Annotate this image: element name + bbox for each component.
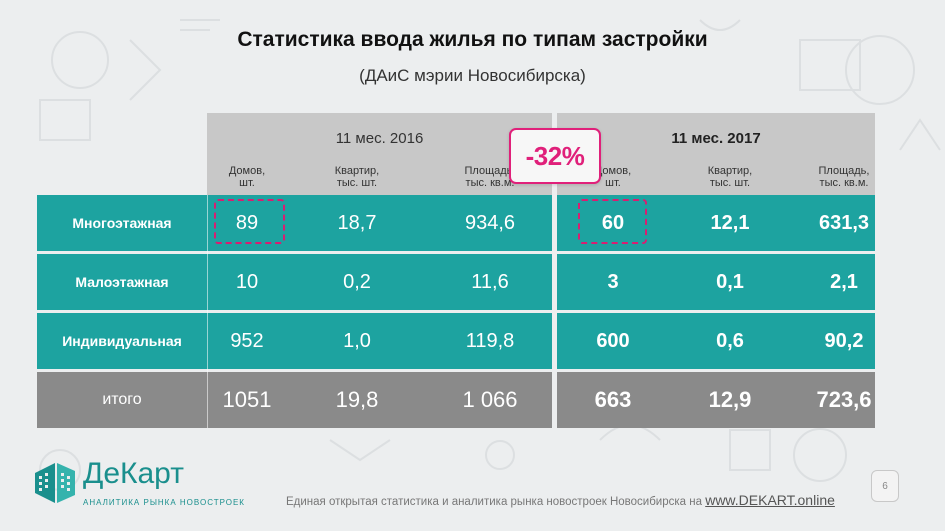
period-2016-label: 11 мес. 2016 <box>335 130 424 147</box>
cell-2016-houses: 10 <box>235 270 259 293</box>
row-label: Многоэтажная <box>72 215 172 231</box>
col-area-2016: Площадь, тыс. кв.м. <box>464 165 516 189</box>
page-number: 6 <box>871 470 899 502</box>
col-houses-2017: Домов, шт. <box>594 165 632 189</box>
page-subtitle: (ДАиС мэрии Новосибирска) <box>359 66 586 85</box>
col-flats-2017: Квартир, тыс. шт. <box>707 165 753 189</box>
cell-2017-flats: 12,9 <box>708 387 752 412</box>
highlight-2017-houses <box>578 199 647 244</box>
cell-2016-area: 11,6 <box>471 270 509 293</box>
cell-2016-area: 119,8 <box>465 329 515 352</box>
col-area-2017: Площадь, тыс. кв.м. <box>818 165 870 189</box>
cell-2016-houses: 952 <box>230 329 264 352</box>
footer-link[interactable]: www.DEKART.online <box>705 492 835 508</box>
cell-2017-houses: 600 <box>596 329 630 352</box>
cell-2016-area: 1 066 <box>462 387 518 412</box>
cell-2016-flats: 18,7 <box>337 211 377 234</box>
logo-tagline: АНАЛИТИКА РЫНКА НОВОСТРОЕК <box>83 498 245 507</box>
logo[interactable]: ДеКарт АНАЛИТИКА РЫНКА НОВОСТРОЕК <box>33 457 244 509</box>
row-label: итого <box>102 391 142 408</box>
row-label: Индивидуальная <box>62 333 182 349</box>
change-badge: -32% <box>509 128 601 184</box>
cell-2017-houses: 3 <box>607 270 619 293</box>
logo-building-icon <box>35 463 75 503</box>
cell-2016-area: 934,6 <box>464 211 516 234</box>
cell-2016-houses: 89 <box>235 211 259 234</box>
cell-2017-flats: 0,6 <box>716 329 744 352</box>
period-2017-label: 11 мес. 2017 <box>671 130 761 147</box>
highlight-2016-houses <box>214 199 285 244</box>
page-title: Статистика ввода жилья по типам застройк… <box>237 28 708 51</box>
logo-name: ДеКарт <box>83 457 184 490</box>
cell-2016-flats: 0,2 <box>343 270 371 293</box>
cell-2017-flats: 0,1 <box>716 270 744 293</box>
row-label: Малоэтажная <box>75 274 169 290</box>
col-flats-2016: Квартир, тыс. шт. <box>334 165 380 189</box>
cell-2017-houses: 60 <box>601 211 625 234</box>
header-2017: 11 мес. 2017 Домов, шт. Квартир, тыс. шт. … <box>557 113 875 195</box>
header-2016: 11 мес. 2016 Домов, шт. Квартир, тыс. шт. … <box>207 113 552 195</box>
cell-2016-flats: 1,0 <box>343 329 371 352</box>
cell-2016-flats: 19,8 <box>335 387 379 412</box>
cell-2016-houses: 1051 <box>222 387 272 412</box>
footer: Единая открытая статистика и аналитика р… <box>286 492 835 508</box>
footer-text: Единая открытая статистика и аналитика р… <box>286 496 706 508</box>
row-lowrise: Малоэтажная 10 0,2 11,6 3 0,1 2,1 <box>37 254 875 310</box>
row-multistorey: Многоэтажная 89 18,7 934,6 60 12,1 631,3 <box>37 195 875 251</box>
cell-2017-area: 723,6 <box>816 387 872 412</box>
cell-2017-area: 2,1 <box>830 270 858 293</box>
cell-2017-area: 631,3 <box>818 211 870 234</box>
cell-2017-area: 90,2 <box>824 329 864 352</box>
period-divider <box>552 113 557 428</box>
cell-2017-houses: 663 <box>594 387 632 412</box>
row-total: итого 1051 19,8 1 066 663 12,9 723,6 <box>37 372 875 428</box>
row-individual: Индивидуальная 952 1,0 119,8 600 0,6 90,… <box>37 313 875 369</box>
col-houses-2016: Домов, шт. <box>228 165 266 189</box>
column-divider <box>207 195 208 428</box>
cell-2017-flats: 12,1 <box>710 211 750 234</box>
